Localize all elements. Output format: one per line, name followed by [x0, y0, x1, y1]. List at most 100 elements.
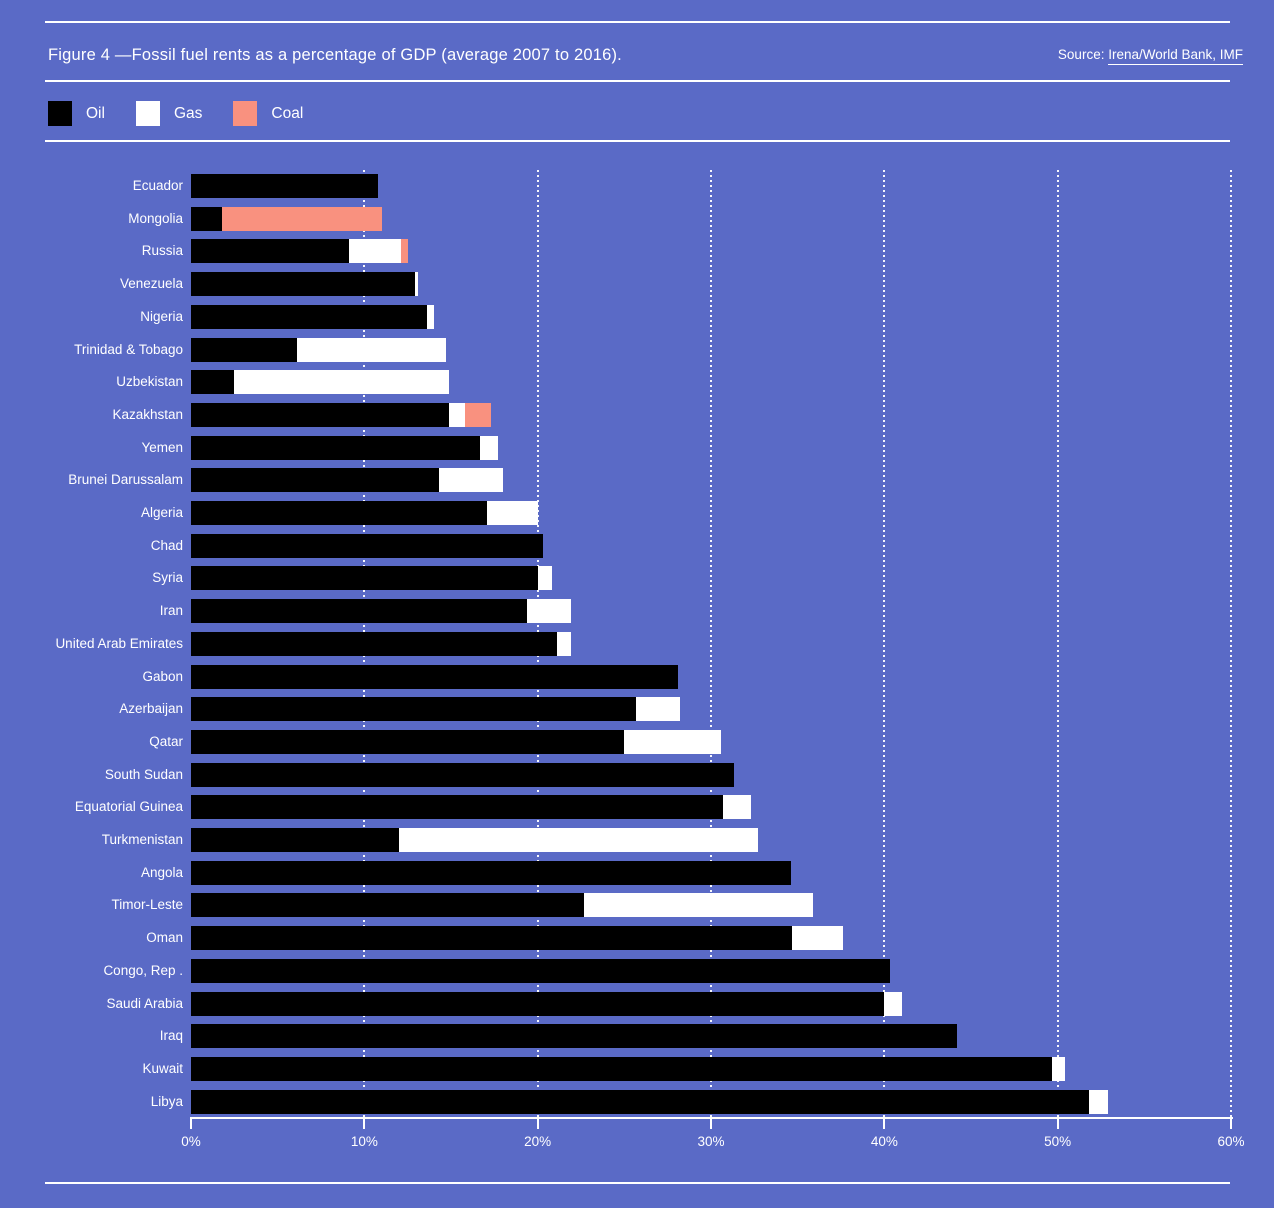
bar-oil-segment [191, 958, 890, 983]
gridline-30pct [710, 170, 712, 1117]
stacked-bar-row [191, 206, 382, 231]
stacked-bar-row [191, 239, 408, 264]
bar-coal-segment [464, 402, 491, 427]
country-label: Yemen [141, 439, 183, 455]
bar-gas-segment [1088, 1089, 1108, 1114]
bar-oil-segment [191, 272, 415, 297]
bar-gas-segment [884, 991, 902, 1016]
stacked-bar-row [191, 1089, 1108, 1114]
x-axis-tick-label: 50% [1044, 1134, 1072, 1149]
bar-oil-segment [191, 729, 625, 754]
bar-oil-segment [191, 206, 223, 231]
country-label: Iraq [159, 1028, 183, 1044]
bar-oil-segment [191, 1089, 1089, 1114]
bar-oil-segment [191, 402, 450, 427]
country-label: Kuwait [142, 1060, 183, 1076]
country-label: Gabon [142, 668, 183, 684]
stacked-bar-row [191, 893, 814, 918]
stacked-bar-row [191, 1056, 1065, 1081]
stacked-bar-row [191, 631, 571, 656]
legend-label-oil: Oil [86, 104, 105, 122]
stacked-bar-row [191, 402, 491, 427]
gridline-50pct [1056, 170, 1059, 1117]
country-label: Qatar [149, 733, 183, 749]
bar-gas-segment [527, 599, 571, 624]
stacked-bar-row [191, 370, 450, 395]
bar-oil-segment [191, 304, 427, 329]
bar-oil-segment [191, 860, 791, 885]
stacked-bar-row [191, 599, 571, 624]
x-axis-tick-label: 0% [181, 1134, 201, 1149]
x-axis-tick [363, 1117, 366, 1129]
top-divider [45, 21, 1230, 23]
stacked-bar-row [191, 991, 902, 1016]
country-label: Mongolia [128, 210, 183, 226]
bar-oil-segment [191, 795, 724, 820]
country-label: Timor-Leste [111, 897, 183, 913]
bar-gas-segment [480, 435, 498, 460]
stacked-bar-row [191, 337, 446, 362]
stacked-bar-row [191, 566, 552, 591]
bar-gas-segment [426, 304, 434, 329]
legend-item-oil: Oil [48, 101, 105, 126]
bar-oil-segment [191, 828, 399, 852]
legend-label-gas: Gas [173, 104, 203, 122]
x-axis-tick [883, 1117, 886, 1129]
bar-gas-segment [792, 926, 843, 951]
stacked-bar-row [191, 729, 722, 754]
bar-coal-segment [400, 239, 408, 264]
x-axis-tick [710, 1117, 712, 1129]
legend-item-coal: Coal [233, 101, 303, 126]
bar-oil-segment [191, 468, 439, 493]
country-label: Brunei Darussalam [68, 472, 183, 488]
country-label: Trinidad & Tobago [74, 341, 183, 357]
country-label: Chad [150, 537, 183, 553]
bar-oil-segment [191, 664, 679, 689]
bar-oil-segment [191, 599, 528, 624]
stacked-bar-row [191, 958, 890, 983]
stacked-bar-row [191, 697, 680, 722]
stacked-bar-row [191, 468, 503, 493]
bar-oil-segment [191, 435, 481, 460]
country-label: Libya [150, 1093, 183, 1109]
bar-gas-segment [584, 893, 814, 918]
x-axis-tick-label: 40% [870, 1134, 898, 1149]
stacked-bar-row [191, 664, 679, 689]
bottom-divider [45, 1182, 1230, 1184]
source-link[interactable]: Irena/World Bank, IMF [1108, 47, 1243, 65]
bar-coal-segment [222, 206, 382, 231]
country-label: Turkmenistan [101, 832, 183, 847]
bar-oil-segment [191, 893, 585, 918]
stacked-bar-row [191, 828, 758, 852]
bar-oil-segment [191, 697, 637, 722]
stacked-bar-row [191, 501, 538, 525]
bar-gas-segment [438, 468, 503, 493]
bar-gas-segment [556, 631, 571, 656]
bar-gas-segment [636, 697, 680, 722]
bar-oil-segment [191, 239, 349, 264]
stacked-bar-row [191, 795, 751, 820]
bar-gas-segment [624, 729, 722, 754]
bar-oil-segment [191, 370, 235, 395]
bar-oil-segment [191, 1056, 1053, 1081]
gridline-60pct [1230, 170, 1232, 1117]
bar-gas-segment [234, 370, 450, 395]
country-label: Azerbaijan [119, 701, 183, 717]
bar-oil-segment [191, 926, 793, 951]
country-label: Angola [140, 864, 183, 880]
x-axis-tick [536, 1117, 539, 1129]
bar-gas-segment [296, 337, 446, 362]
stacked-bar-row [191, 860, 791, 885]
stacked-bar-row [191, 762, 734, 787]
country-label: Saudi Arabia [106, 995, 183, 1011]
bar-oil-segment [191, 1024, 958, 1049]
country-label: Uzbekistan [116, 374, 183, 390]
divider [45, 140, 1230, 142]
x-axis-tick [1056, 1117, 1059, 1129]
country-label: Syria [152, 570, 183, 586]
coal-swatch-icon [233, 101, 258, 126]
stacked-bar-row [191, 435, 498, 460]
bar-gas-segment [723, 795, 751, 820]
bar-oil-segment [191, 533, 543, 558]
